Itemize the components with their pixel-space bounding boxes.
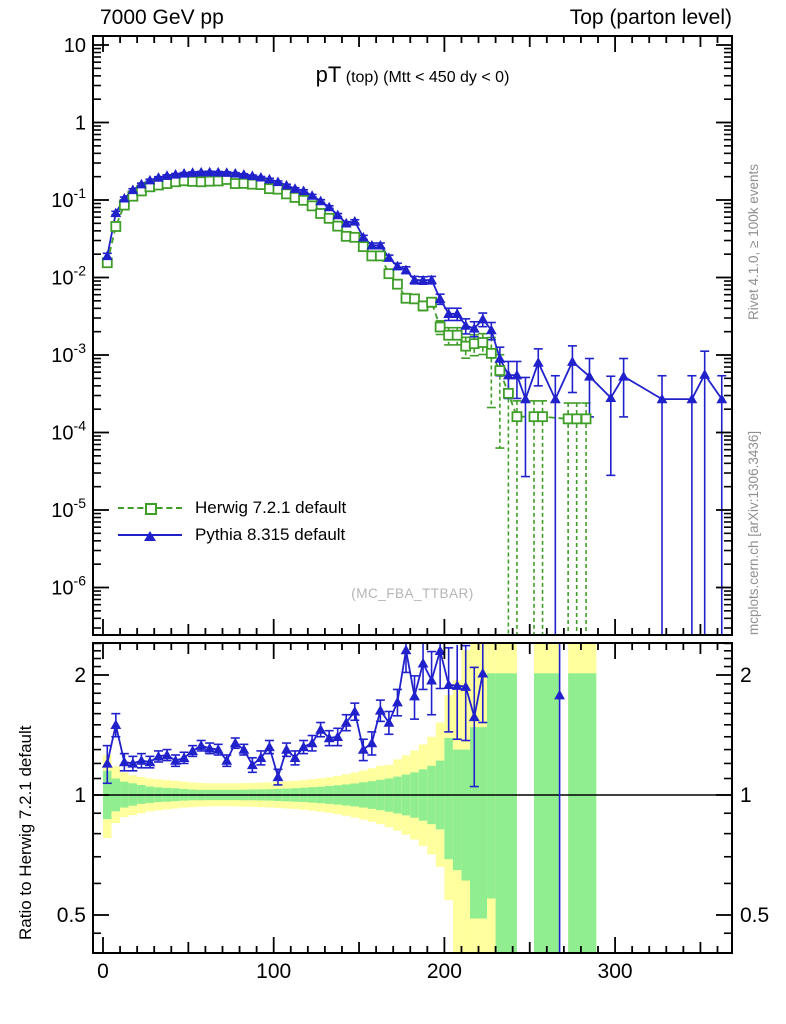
svg-text:2: 2 [740,664,752,687]
svg-text:1: 1 [740,784,752,807]
svg-text:1: 1 [74,784,86,807]
ratio-axis-label: Ratio to Herwig 7.2.1 default [16,725,35,940]
legend-label-pythia: Pythia 8.315 default [195,524,346,544]
svg-text:0: 0 [97,960,109,983]
svg-text:0.5: 0.5 [57,904,86,927]
svg-text:10-6: 10-6 [51,573,86,600]
pythia-solid-line-icon [118,530,182,541]
legend: Herwig 7.2.1 default Pythia 8.315 defaul… [118,494,346,548]
svg-text:10-5: 10-5 [51,495,86,522]
svg-text:10: 10 [64,35,86,57]
svg-text:10-4: 10-4 [51,418,86,445]
legend-item-pythia: Pythia 8.315 default [118,521,346,548]
rivet-version-note: Rivet 4.1.0, ≥ 100k events [746,164,761,320]
header-process: Top (parton level) [569,6,732,29]
plot-title: pT (top) (Mtt < 450 dy < 0) [93,62,732,88]
svg-text:1: 1 [75,113,86,135]
mcplots-reference-note: mcplots.cern.ch [arXiv:1306.3436] [746,430,761,635]
svg-text:2: 2 [74,664,86,687]
svg-text:10-2: 10-2 [51,263,86,290]
pythia-triangle-marker-icon [144,530,156,541]
herwig-open-square-marker-icon [145,502,157,515]
svg-text:200: 200 [427,960,462,983]
plot-title-cuts: (Mtt < 450 dy < 0) [383,69,510,86]
analysis-watermark: (MC_FBA_TTBAR) [351,586,474,601]
header-beam-energy: 7000 GeV pp [100,6,224,29]
herwig-dashed-line-icon [118,502,182,515]
svg-text:300: 300 [598,960,633,983]
svg-text:10-1: 10-1 [51,185,86,212]
svg-text:10-3: 10-3 [51,340,86,367]
plot-title-object: (top) [345,69,379,86]
svg-text:0.5: 0.5 [740,904,769,927]
legend-item-herwig: Herwig 7.2.1 default [118,494,346,521]
legend-label-herwig: Herwig 7.2.1 default [195,497,347,517]
svg-text:100: 100 [256,960,291,983]
plot-title-observable: pT [315,62,342,87]
